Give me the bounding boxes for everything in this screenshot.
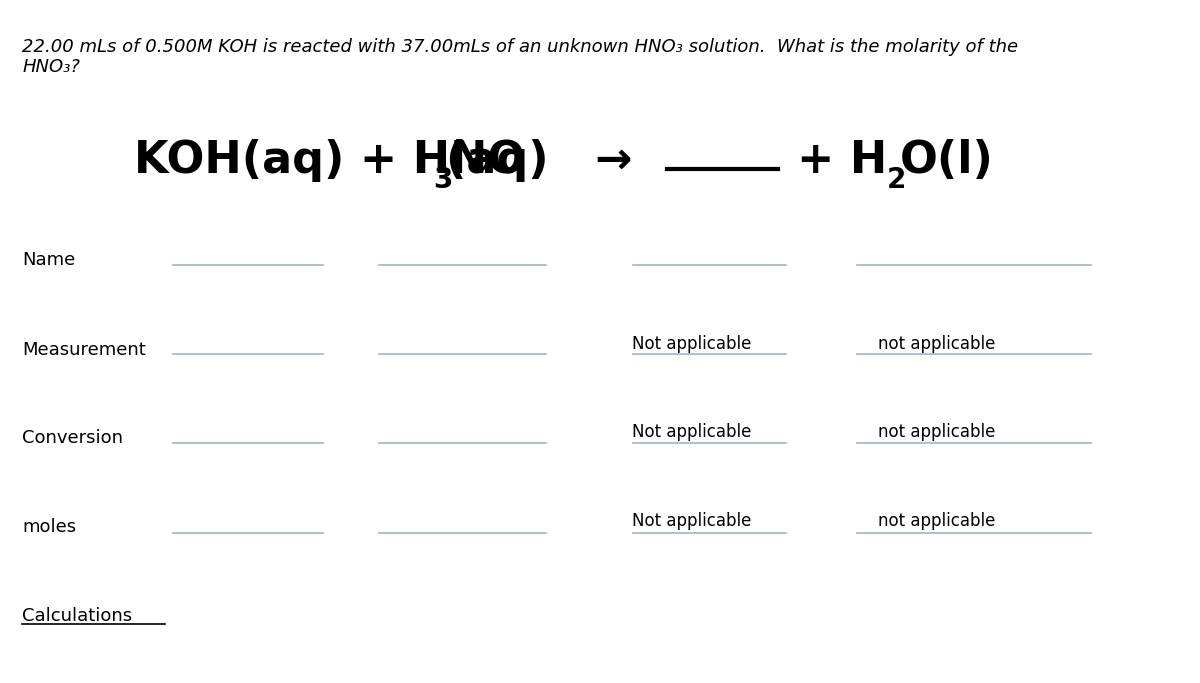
Text: 2: 2 (887, 166, 906, 193)
Text: 3: 3 (433, 166, 452, 193)
Text: Not applicable: Not applicable (631, 335, 751, 352)
Text: + H: + H (798, 139, 888, 182)
Text: not applicable: not applicable (878, 423, 996, 441)
Text: 22.00 mLs of 0.500M KOH is reacted with 37.00mLs of an unknown HNO₃ solution.  W: 22.00 mLs of 0.500M KOH is reacted with … (23, 38, 1019, 76)
Text: Conversion: Conversion (23, 430, 124, 447)
Text: O(l): O(l) (900, 139, 994, 182)
Text: moles: moles (23, 518, 77, 536)
Text: KOH(aq) + HNO: KOH(aq) + HNO (134, 139, 526, 182)
Text: Measurement: Measurement (23, 341, 146, 359)
Text: not applicable: not applicable (878, 512, 996, 530)
Text: Calculations: Calculations (23, 607, 132, 625)
Text: Not applicable: Not applicable (631, 512, 751, 530)
Text: Not applicable: Not applicable (631, 423, 751, 441)
Text: not applicable: not applicable (878, 335, 996, 352)
Text: Name: Name (23, 251, 76, 268)
Text: (aq)   →: (aq) → (446, 139, 632, 182)
